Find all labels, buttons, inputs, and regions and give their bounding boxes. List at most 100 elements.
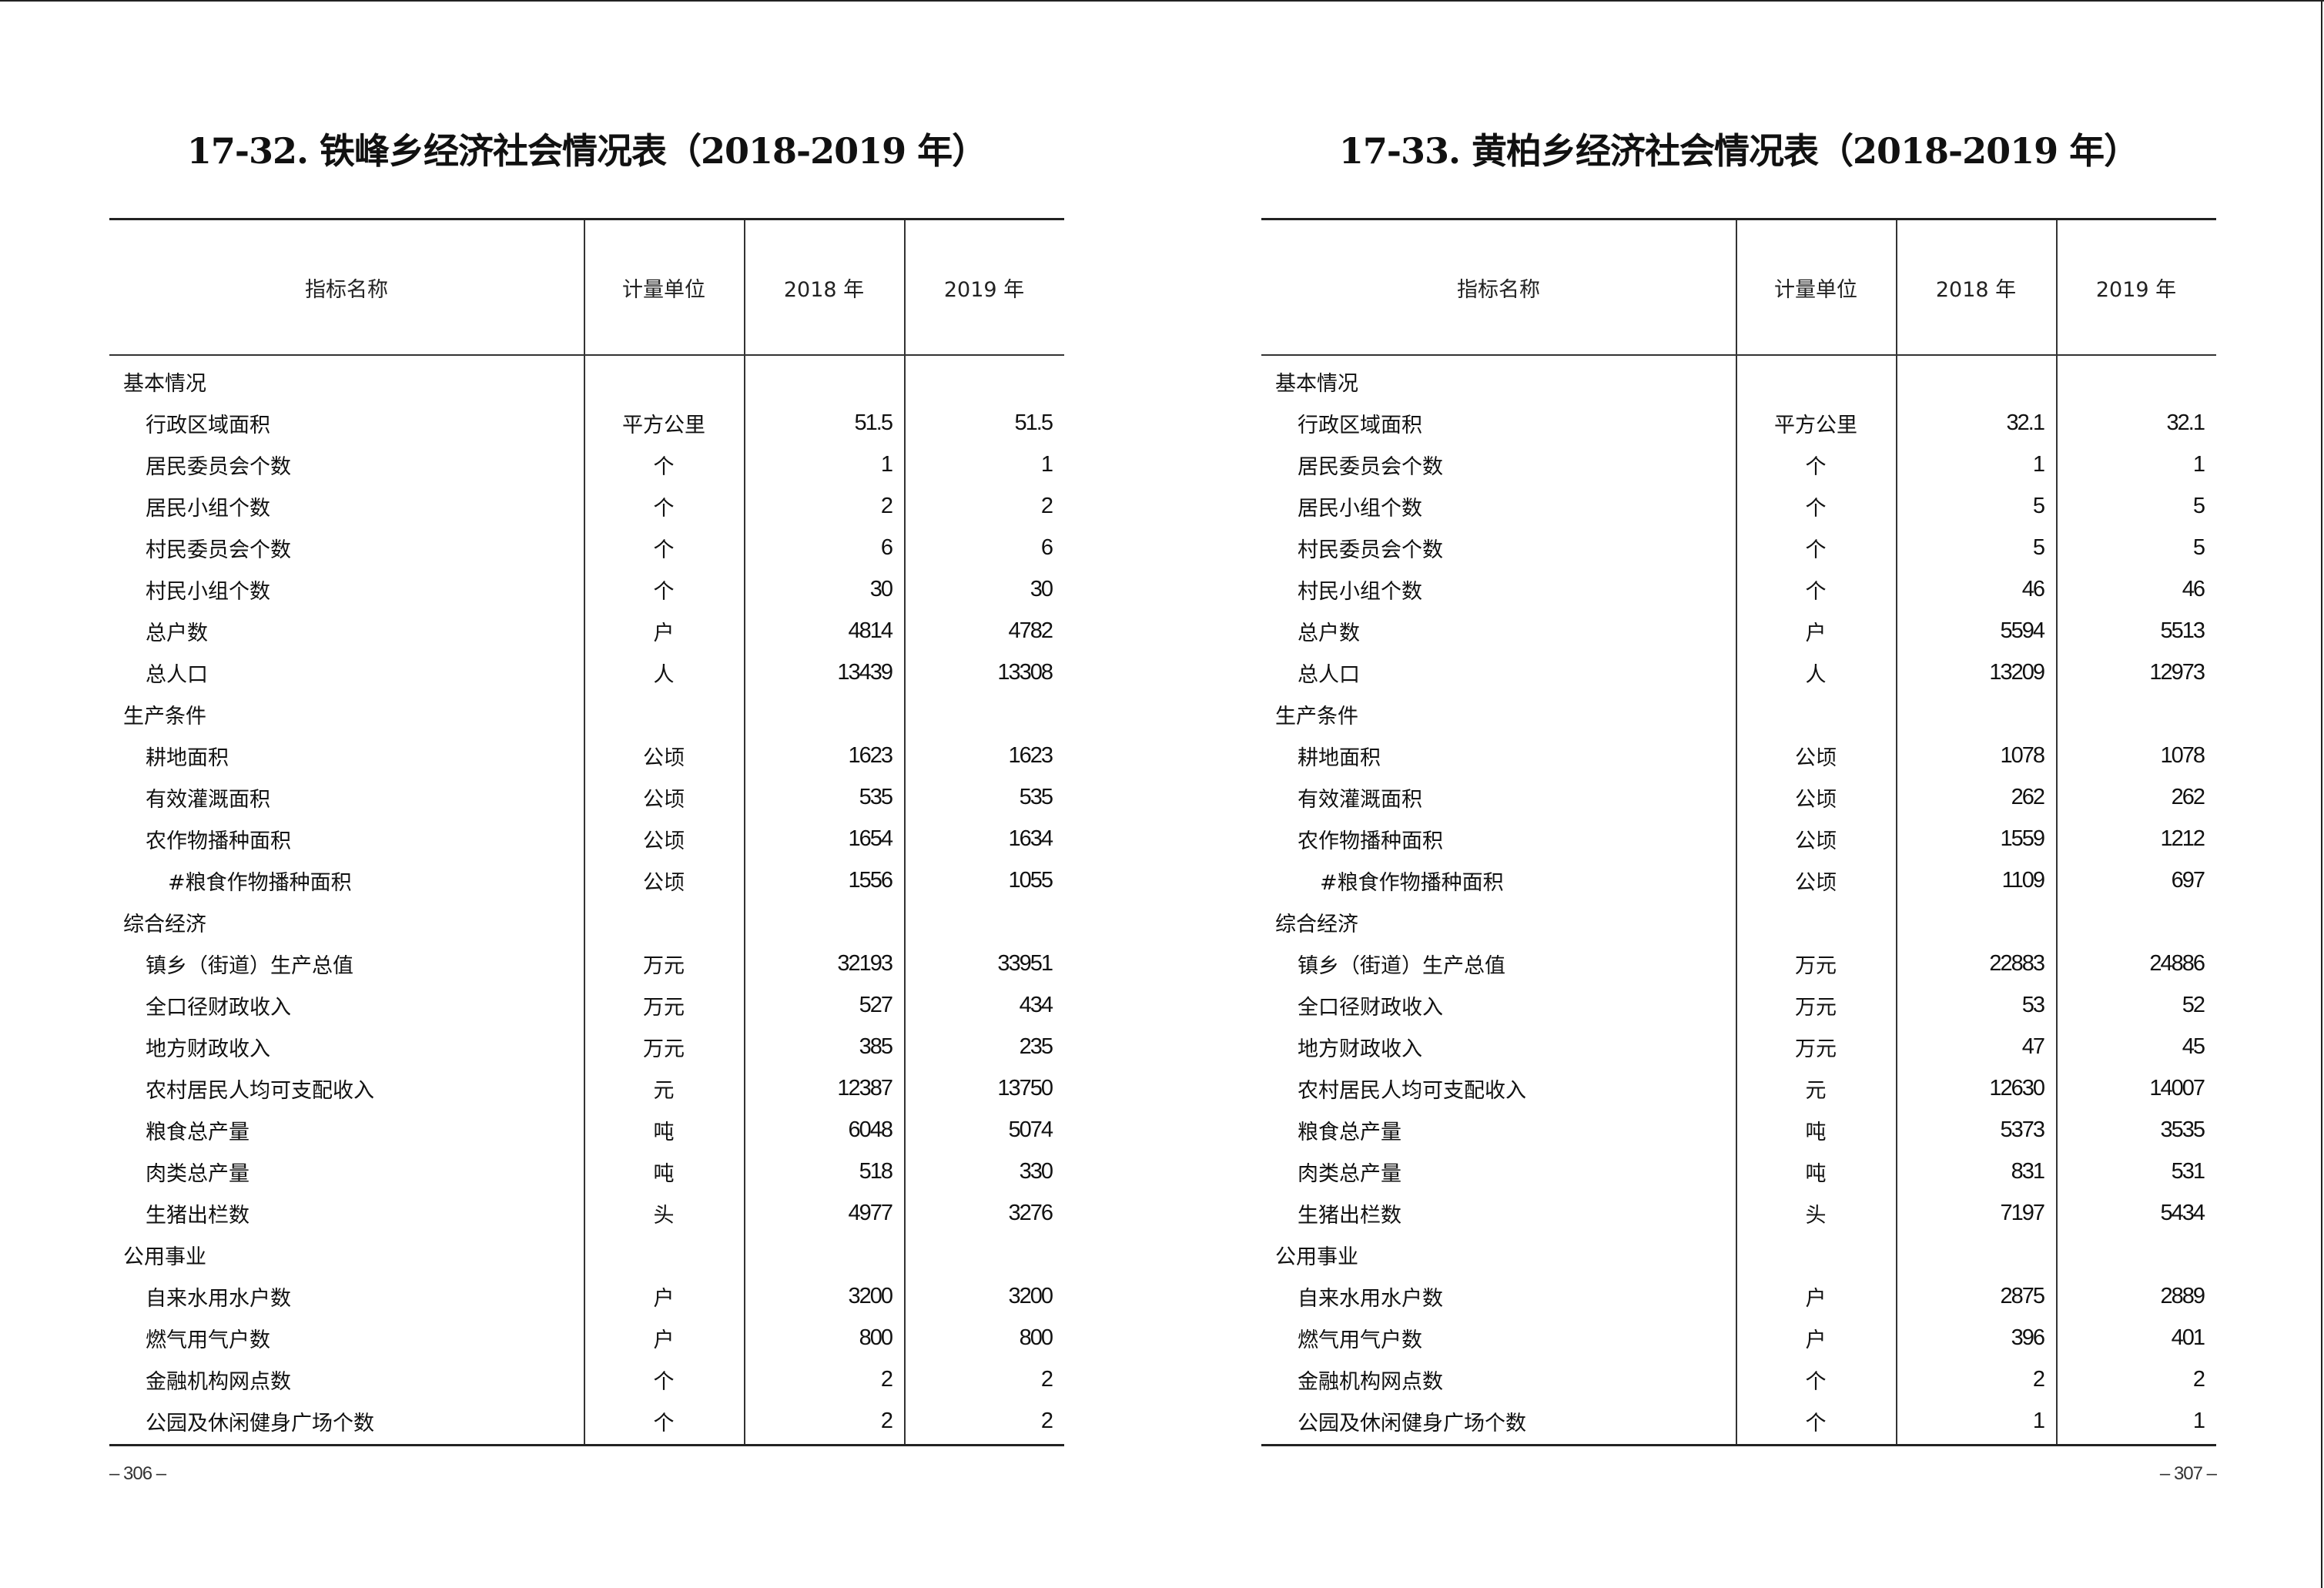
value-2019: 1055 xyxy=(1008,867,1053,893)
table-row: 肉类总产量 吨 831 531 xyxy=(1261,1151,2216,1192)
column-divider xyxy=(1736,220,1737,1444)
table-row: 行政区域面积 平方公里 51.5 51.5 xyxy=(109,402,1064,444)
unit: 公顷 xyxy=(643,787,685,812)
indicator-name: 农作物播种面积 xyxy=(1298,829,1443,853)
unit: 元 xyxy=(1805,1078,1827,1103)
value-2018: 53 xyxy=(2021,992,2045,1017)
header-unit: 计量单位 xyxy=(1774,277,1857,302)
table-row: 村民小组个数 个 46 46 xyxy=(1261,568,2216,610)
value-2019: 13308 xyxy=(997,659,1053,685)
unit: 头 xyxy=(1805,1203,1827,1228)
value-2019: 5434 xyxy=(2160,1200,2205,1225)
value-2018: 2 xyxy=(880,493,893,518)
unit: 个 xyxy=(653,538,675,562)
value-2018: 51.5 xyxy=(854,410,893,435)
value-2019: 3535 xyxy=(2160,1117,2205,1142)
table-row: 自来水用水户数 户 2875 2889 xyxy=(1261,1275,2216,1317)
unit: 公顷 xyxy=(643,745,685,770)
table-row: 耕地面积 公顷 1078 1078 xyxy=(1261,735,2216,776)
unit: 万元 xyxy=(643,995,685,1020)
unit: 万元 xyxy=(643,953,685,978)
indicator-name: 全口径财政收入 xyxy=(146,995,291,1020)
stats-table: 指标名称 计量单位 2018 年 2019 年 基本情况 行政区域面积 平方公里 32… xyxy=(1261,218,2216,1446)
value-2018: 1556 xyxy=(848,867,893,893)
value-2019: 5 xyxy=(2192,493,2205,518)
value-2019: 2 xyxy=(1040,493,1053,518)
unit: 平方公里 xyxy=(622,413,705,437)
unit: 个 xyxy=(653,454,675,479)
unit: 个 xyxy=(653,1411,675,1436)
unit: 个 xyxy=(1805,496,1827,521)
value-2019: 1634 xyxy=(1008,826,1053,851)
indicator-name: 村民委员会个数 xyxy=(146,538,291,562)
value-2018: 7197 xyxy=(2000,1200,2045,1225)
value-2018: 2 xyxy=(2032,1366,2045,1392)
value-2018: 800 xyxy=(859,1325,893,1350)
indicator-name: 村民委员会个数 xyxy=(1298,538,1443,562)
table-row: #粮食作物播种面积 公顷 1556 1055 xyxy=(109,859,1064,901)
table-row: 居民委员会个数 个 1 1 xyxy=(1261,444,2216,485)
indicator-name: 公用事业 xyxy=(123,1245,206,1269)
indicator-name: 有效灌溉面积 xyxy=(1298,787,1422,812)
unit: 吨 xyxy=(1805,1120,1827,1144)
unit: 万元 xyxy=(1795,995,1837,1020)
table-row: 有效灌溉面积 公顷 535 535 xyxy=(109,776,1064,818)
table-row: 农村居民人均可支配收入 元 12630 14007 xyxy=(1261,1067,2216,1109)
value-2019: 5074 xyxy=(1008,1117,1053,1142)
indicator-name: 耕地面积 xyxy=(1298,745,1381,770)
table-section-row: 生产条件 xyxy=(1261,693,2216,735)
table-header: 指标名称 计量单位 2018 年 2019 年 xyxy=(109,220,1064,356)
table-row: 村民委员会个数 个 5 5 xyxy=(1261,527,2216,568)
value-2018: 6048 xyxy=(848,1117,893,1142)
value-2019: 330 xyxy=(1019,1158,1053,1184)
value-2019: 434 xyxy=(1019,992,1053,1017)
value-2018: 2 xyxy=(880,1366,893,1392)
indicator-name: 镇乡（街道）生产总值 xyxy=(1298,953,1505,978)
value-2018: 4977 xyxy=(848,1200,893,1225)
table-row: 全口径财政收入 万元 53 52 xyxy=(1261,984,2216,1026)
column-divider xyxy=(2056,220,2058,1444)
indicator-name: 生产条件 xyxy=(1275,704,1358,729)
table-section-row: 基本情况 xyxy=(1261,360,2216,402)
table-row: 总人口 人 13209 12973 xyxy=(1261,652,2216,693)
table-row: 生猪出栏数 头 7197 5434 xyxy=(1261,1192,2216,1234)
table-body: 基本情况 行政区域面积 平方公里 51.5 51.5 居民委员会个数个 1 1 居民小组个数个 2… xyxy=(109,356,1064,1444)
page-left: 17-32. 铁峰乡经济社会情况表（2018-2019 年） 指标名称 计量单位… xyxy=(109,0,1064,1588)
value-2018: 12630 xyxy=(1989,1075,2045,1101)
table-row: 公园及休闲健身广场个数 个 1 1 xyxy=(1261,1400,2216,1442)
unit: 户 xyxy=(1805,621,1827,645)
indicator-name: 总人口 xyxy=(146,662,208,687)
table-row: 居民委员会个数 个 1 1 xyxy=(109,444,1064,485)
unit: 个 xyxy=(653,496,675,521)
value-2018: 1623 xyxy=(848,742,893,768)
header-unit: 计量单位 xyxy=(622,277,705,302)
unit: 户 xyxy=(653,1328,675,1352)
table-row: 总人口 人 13439 13308 xyxy=(109,652,1064,693)
table-title: 17-32. 铁峰乡经济社会情况表（2018-2019 年） xyxy=(186,130,987,172)
table-row: 金融机构网点数 个 2 2 xyxy=(1261,1359,2216,1400)
table-section-row: 基本情况 xyxy=(109,360,1064,402)
table-row: 自来水用水户数 户 3200 3200 xyxy=(109,1275,1064,1317)
value-2019: 1 xyxy=(2192,451,2205,477)
value-2019: 235 xyxy=(1019,1034,1053,1059)
value-2019: 535 xyxy=(1019,784,1053,809)
indicator-name: 总人口 xyxy=(1298,662,1360,687)
header-indicator-name: 指标名称 xyxy=(305,277,388,302)
value-2018: 2 xyxy=(880,1408,893,1433)
unit: 吨 xyxy=(653,1120,675,1144)
value-2018: 13439 xyxy=(837,659,893,685)
value-2019: 1623 xyxy=(1008,742,1053,768)
table-body: 基本情况 行政区域面积 平方公里 32.1 32.1 居民委员会个数个 1 1 居民小组个数个 5… xyxy=(1261,356,2216,1444)
value-2019: 262 xyxy=(2171,784,2205,809)
stats-table: 指标名称 计量单位 2018 年 2019 年 基本情况 行政区域面积 平方公里 51… xyxy=(109,218,1064,1446)
value-2019: 4782 xyxy=(1008,618,1053,643)
unit: 户 xyxy=(1805,1286,1827,1311)
unit: 公顷 xyxy=(1795,745,1837,770)
indicator-name: 肉类总产量 xyxy=(146,1161,249,1186)
value-2018: 831 xyxy=(2011,1158,2045,1184)
value-2019: 32.1 xyxy=(2166,410,2205,435)
table-row: 生猪出栏数 头 4977 3276 xyxy=(109,1192,1064,1234)
unit: 个 xyxy=(1805,538,1827,562)
unit: 公顷 xyxy=(643,829,685,853)
table-row: 农村居民人均可支配收入 元 12387 13750 xyxy=(109,1067,1064,1109)
